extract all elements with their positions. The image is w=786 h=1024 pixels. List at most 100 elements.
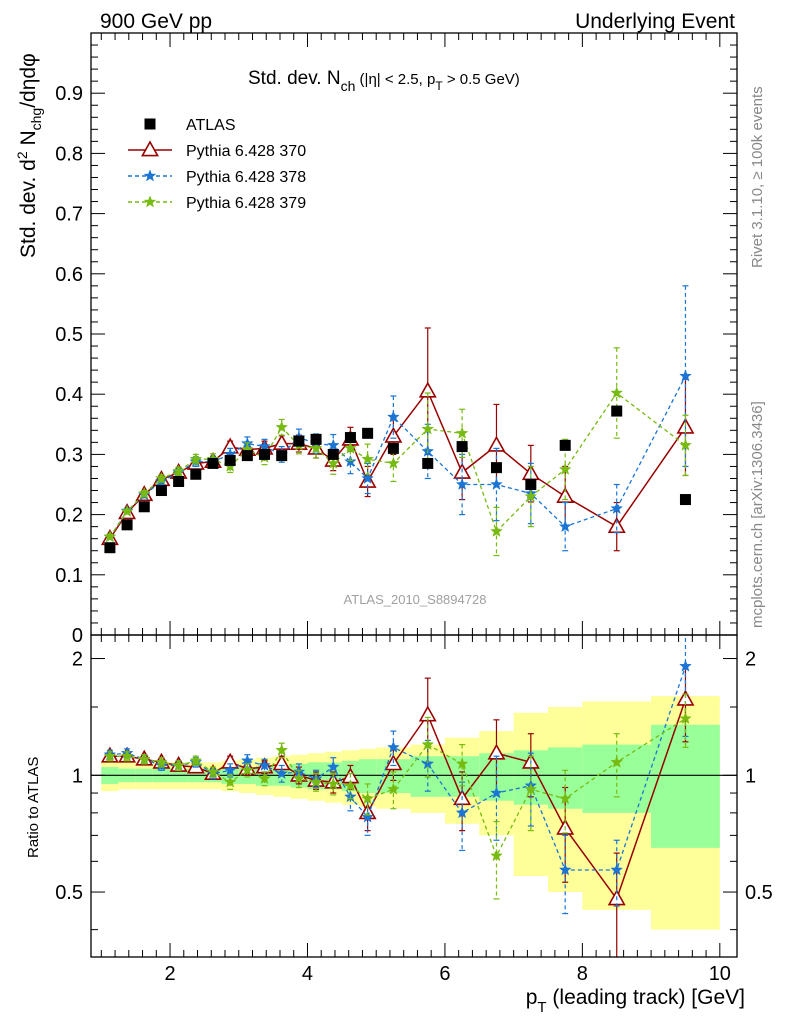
ratio-pythia-6-428-379-point [172,758,185,771]
atlas-data-point [611,405,623,417]
atlas-data-point [293,435,305,447]
main-pythia-6-428-378-point [387,410,400,423]
main-pythia-6-428-379-point [558,462,572,475]
ratio-pythia-6-428-379-point [155,755,168,768]
main-pythia-6-428-379-point [103,530,117,543]
main-pythia-6-428-378-point [344,454,357,468]
main-pythia-6-428-378-point [361,471,374,484]
legend-entry-label: Pythia 6.428 379 [186,195,306,212]
atlas-data-point [121,519,133,531]
main-pythia-6-428-378-point [490,477,503,490]
y-axis-label: Std. dev. d2 Nchg/dηdφ [14,53,44,258]
y-axis-label-sub: chg [28,108,44,131]
x-tick-label: 8 [577,963,588,985]
ratio-band-stat [359,759,377,794]
ratio-pythia-6-428-379-point [361,791,374,805]
ratio-pythia-6-428-378-point [258,758,271,771]
main-pythia-6-428-379-point [275,420,289,433]
ratio-pythia-6-428-378-point [361,810,374,823]
y-tick-label: 0.5 [55,324,83,346]
ratio-pythia-6-428-379-point [326,777,340,790]
ratio-pythia-6-428-379-point [240,763,254,776]
main-pythia-6-428-379-point [172,464,185,477]
main-pythia-6-428-379-point [490,524,503,537]
ratio-panel: 2 4 6 8 10 0.5 0.5 1 1 2 2 Ratio to ATLAS pT (lead… [25,634,773,1016]
ratio-pythia-6-428-378-point [455,806,469,819]
legend-entry-label: Pythia 6.428 378 [186,169,306,186]
atlas-data-point [224,454,236,466]
ratio-pythia-6-428-379-point [120,749,134,762]
atlas-data-point [207,457,219,469]
atlas-data-point [276,450,288,462]
atlas-data-point [362,427,374,439]
atlas-data-point [310,433,322,445]
atlas-data-point [173,475,185,487]
main-pythia-6-428-379-point [344,441,357,454]
x-tick-label: 2 [164,963,175,985]
ratio-pythia-6-428-378-point [610,863,624,876]
ratio-pythia-6-428-379-point [421,737,435,750]
legend-marker-atlas [144,118,156,130]
legend-marker-star [143,195,157,208]
ratio-pythia-6-428-379-point [258,771,271,785]
ratio-pythia-6-428-379-point [275,743,289,756]
atlas-data-point [344,432,356,444]
ratio-panel-marks [91,635,737,957]
ratio-pythia-6-428-379-point [292,771,306,785]
ratio-y-tick-label-left: 2 [72,649,83,671]
ratio-y-tick-label-left: 1 [72,765,83,787]
ratio-panel-frame [90,634,738,958]
header-left: 900 GeV pp [100,10,212,33]
atlas-data-point [422,457,434,469]
atlas-data-point [327,448,339,460]
ratio-pythia-6-428-379-point [387,782,400,795]
legend: ATLAS Pythia 6.428 370 Pythia 6.428 378 Pyt… [128,117,306,212]
x-tick-label: 4 [302,963,313,985]
chart-title-rest-b: > 0.5 GeV) [443,71,520,88]
main-panel-marks [100,285,695,557]
mcplots-label: mcplots.cern.ch [arXiv:1306.3436] [749,401,766,628]
rivet-label: Rivet 3.1.10, ≥ 100k events [749,86,766,268]
ratio-pythia-6-428-379-point [223,775,237,788]
legend-entry-label: Pythia 6.428 370 [186,143,306,160]
main-pythia-6-428-379-point [326,456,340,469]
y-tick-label: 0.3 [55,444,83,466]
y-axis-label-b: N [17,130,40,151]
legend-marker-triangle [141,140,159,157]
y-axis-label-a: Std. dev. d [17,159,40,258]
ratio-pythia-6-428-379-point [344,778,357,792]
atlas-data-point [387,442,399,454]
ratio-y-tick-label-left: 0.5 [55,882,83,904]
atlas-data-point [490,462,502,474]
ratio-pythia-6-428-379-point [189,754,203,767]
y-tick-label: 0.4 [55,384,83,406]
ratio-pythia-6-428-378-point [275,766,289,780]
ratio-pythia-6-428-379-point [455,757,469,770]
main-pythia-6-428-379-line [109,392,686,538]
x-tick-label: 10 [709,963,731,985]
ratio-y-tick-label-right: 1 [745,765,756,787]
atlas-data-point [559,439,571,451]
ratio-pythia-6-428-379-point [490,849,503,862]
legend-entry-label: ATLAS [186,117,236,134]
main-pythia-6-428-379-point [387,456,400,469]
ratio-pythia-6-428-378-line [109,666,687,871]
main-pythia-6-428-379-point [421,422,435,435]
main-pythia-6-428-379-point [361,452,374,465]
ratio-panel-axes: 2 4 6 8 10 0.5 0.5 1 1 2 2 [55,634,773,985]
legend-marker-star [143,169,157,182]
ratio-pythia-6-428-379-point [558,791,572,805]
x-tick-label: 6 [439,963,450,985]
main-pythia-6-428-379-point [524,489,538,502]
chart-title-rest-a: (|η| < 2.5, p [355,71,435,88]
atlas-data-point [525,479,537,490]
ratio-pythia-6-428-378-point [326,760,340,773]
y-axis-label-sup: 2 [14,151,30,159]
chart-title-sub2: T [435,79,443,93]
main-pythia-6-428-379-point [455,426,469,439]
x-axis-label-b: (leading track) [GeV] [547,986,745,1009]
atlas-data-point [456,441,468,453]
atlas-data-point [138,501,150,513]
main-pythia-6-428-379-point [189,452,203,465]
